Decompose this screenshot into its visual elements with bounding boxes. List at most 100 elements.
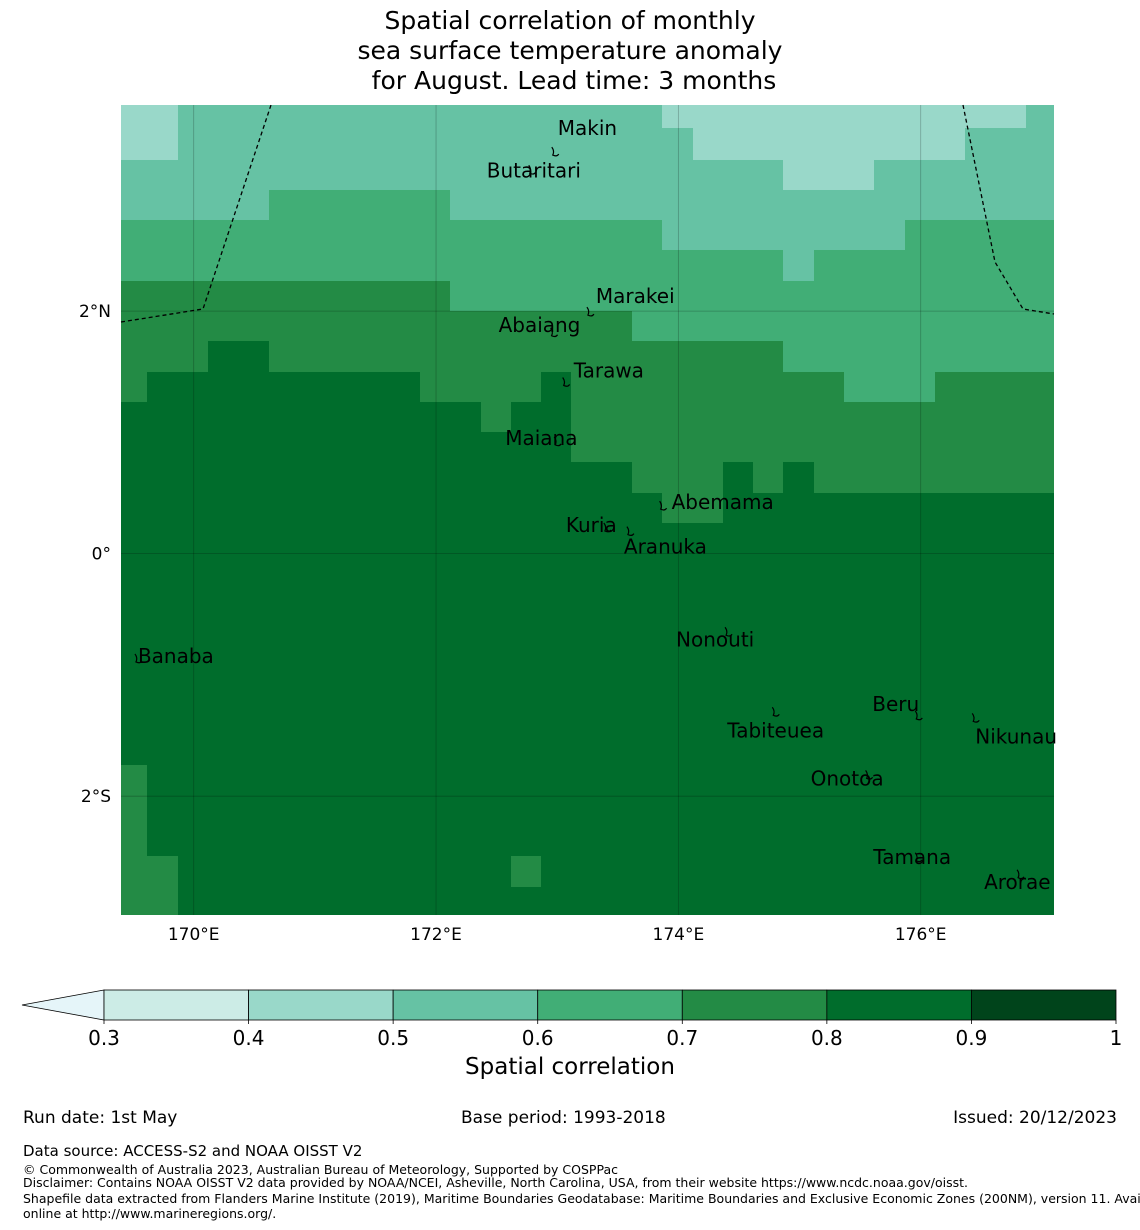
island-label: Nikunau	[975, 724, 1057, 748]
correlation-cell	[121, 190, 269, 220]
correlation-cell	[783, 341, 1054, 372]
title-line-1: Spatial correlation of monthly	[384, 6, 756, 35]
island-label: Butaritari	[487, 158, 581, 182]
correlation-cell	[783, 160, 874, 190]
island-label: Marakei	[596, 284, 675, 308]
correlation-cell	[511, 402, 571, 432]
correlation-cell	[269, 341, 783, 372]
island-label: Abaiang	[499, 313, 581, 337]
correlation-cell	[723, 462, 753, 493]
island-label: Maiana	[505, 426, 577, 450]
colorbar-label: Spatial correlation	[465, 1054, 675, 1080]
correlation-cell	[450, 281, 1054, 311]
correlation-cell	[662, 220, 905, 250]
correlation-cell	[571, 402, 1054, 432]
data-source: Data source: ACCESS-S2 and NOAA OISST V2	[23, 1142, 363, 1160]
colorbar-tick-label: 0.5	[377, 1026, 409, 1050]
correlation-cell	[783, 462, 814, 493]
correlation-cell	[693, 105, 965, 160]
correlation-cell	[147, 765, 1054, 856]
colorbar-under-arrow	[21, 989, 105, 1021]
colorbar-swatch	[392, 989, 539, 1021]
correlation-cell	[121, 523, 1054, 765]
shapefile-credit-2: online at http://www.marineregions.org/.	[23, 1206, 277, 1221]
correlation-cell	[147, 372, 420, 402]
correlation-cell	[571, 432, 1054, 462]
correlation-cell	[541, 856, 1054, 887]
correlation-cell	[121, 765, 147, 856]
island-outline	[586, 306, 595, 317]
correlation-cell	[814, 462, 1054, 493]
colorbar-swatch	[971, 989, 1117, 1021]
colorbar-tick-label: 0.7	[666, 1026, 698, 1050]
colorbar-tick-label: 0.4	[233, 1026, 265, 1050]
island-outline	[553, 436, 562, 447]
correlation-cell	[121, 281, 450, 311]
colorbar-tick-label: 1	[1110, 1026, 1123, 1050]
correlation-grid-cells	[121, 105, 1054, 915]
island-label: Beru	[872, 692, 919, 716]
island-outline	[562, 377, 571, 387]
correlation-cell	[541, 372, 571, 402]
correlation-cell	[208, 341, 269, 372]
eez-boundary-lines	[120, 104, 1055, 323]
colorbar-swatch	[537, 989, 683, 1021]
correlation-cell	[121, 311, 632, 341]
island-label: Nonouti	[676, 627, 754, 651]
island-labels: Makin Butaritari Marakei Abaiang Tarawa Maian…	[134, 116, 1057, 894]
island-outline	[914, 710, 923, 721]
island-outline	[865, 769, 874, 780]
island-outline	[914, 852, 923, 863]
colorbar-swatch	[681, 989, 828, 1021]
correlation-cell	[571, 372, 844, 402]
island-label: Makin	[558, 116, 617, 140]
base-period: Base period: 1993-2018	[461, 1108, 666, 1128]
correlation-cell	[511, 856, 541, 887]
correlation-cell	[178, 128, 571, 160]
correlation-cell	[121, 105, 178, 160]
lon-tick-label: 170°E	[168, 925, 220, 945]
lat-tick-label: 0°	[92, 545, 111, 565]
correlation-cell	[121, 372, 147, 402]
map-title: Spatial correlation of monthly sea surfa…	[0, 6, 1140, 96]
copyright: © Commonwealth of Australia 2023, Austra…	[23, 1162, 618, 1177]
map-gridlines	[121, 105, 1054, 915]
correlation-cell	[814, 250, 1054, 281]
lat-tick-label: 2°N	[79, 302, 111, 322]
colorbar-swatch	[248, 989, 394, 1021]
island-outline	[528, 164, 537, 175]
correlation-cell	[632, 462, 723, 493]
correlation-cell	[905, 220, 1054, 250]
correlation-cell	[844, 372, 935, 402]
correlation-cell	[481, 402, 511, 432]
island-label: Onotoa	[811, 766, 884, 790]
correlation-cell	[420, 372, 541, 402]
correlation-cell	[121, 493, 662, 523]
correlation-cell	[121, 341, 208, 372]
correlation-cell	[121, 856, 178, 887]
eez-boundary-east	[962, 104, 1055, 315]
correlation-cell	[571, 128, 693, 160]
issued-date: Issued: 20/12/2023	[953, 1108, 1117, 1128]
island-outline	[134, 653, 143, 664]
colorbar-tick-label: 0.3	[88, 1026, 120, 1050]
island-label: Abemama	[672, 490, 774, 514]
island-outline	[626, 526, 635, 537]
island-outline	[550, 327, 559, 338]
correlation-cell	[935, 372, 1054, 402]
lat-tick-label: 2°S	[81, 787, 111, 807]
island-label: Tamana	[872, 845, 951, 869]
correlation-cell	[450, 190, 1054, 220]
colorbar-swatch	[103, 989, 249, 1021]
shapefile-credit-1: Shapefile data extracted from Flanders M…	[23, 1191, 1140, 1206]
disclaimer: Disclaimer: Contains NOAA OISST V2 data …	[23, 1175, 968, 1190]
colorbar-tick-label: 0.9	[956, 1026, 988, 1050]
correlation-cell	[178, 887, 1054, 915]
lon-tick-label: 176°E	[895, 925, 947, 945]
island-label: Aranuka	[624, 535, 707, 559]
colorbar-swatch	[826, 989, 972, 1021]
colorbar-tick-label: 0.6	[522, 1026, 554, 1050]
island-outline	[603, 522, 612, 533]
correlation-cell	[965, 128, 1054, 160]
island-outline	[971, 712, 980, 723]
